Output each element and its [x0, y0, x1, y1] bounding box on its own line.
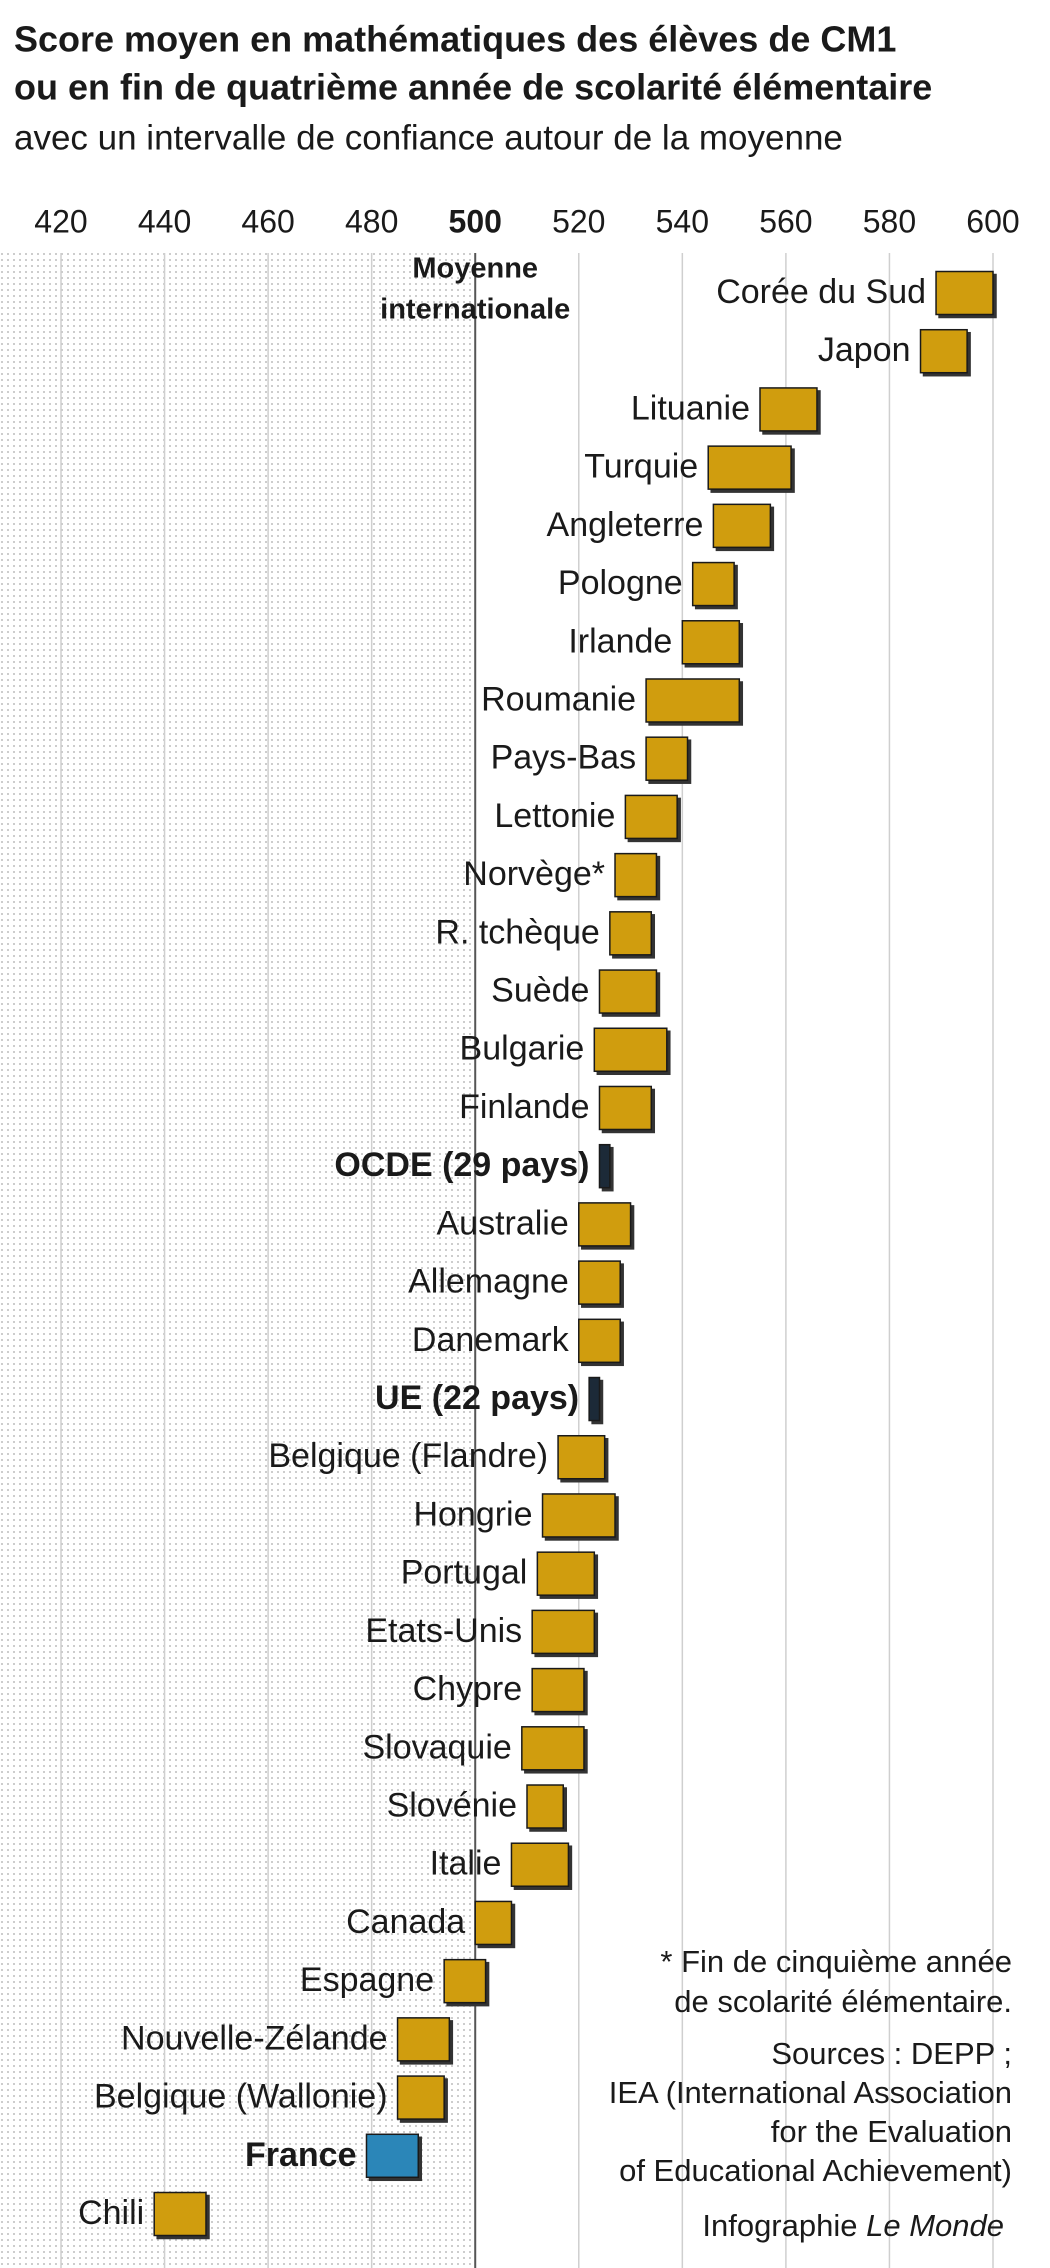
x-tick-label: 480 — [345, 203, 398, 239]
category-label: Canada — [346, 1903, 465, 1941]
category-label: R. tchèque — [435, 913, 599, 951]
x-tick-label: 420 — [34, 203, 87, 239]
category-label: Italie — [430, 1845, 502, 1883]
interval-bar — [531, 1609, 596, 1655]
category-label: Roumanie — [481, 680, 636, 718]
interval-bar — [536, 1551, 596, 1596]
interval-bar — [712, 503, 772, 549]
interval-bar — [645, 736, 689, 781]
x-tick-label: 440 — [138, 203, 191, 239]
category-label: Norvège* — [463, 855, 605, 893]
footnote: Sources : DEPP ; — [771, 2036, 1012, 2071]
category-label: Pays-Bas — [491, 739, 637, 777]
category-label: Belgique (Flandre) — [268, 1437, 548, 1475]
credit-text: Infographie — [702, 2208, 857, 2243]
interval-bar — [588, 1376, 601, 1422]
x-tick-label: 520 — [552, 203, 605, 239]
x-tick-label: 540 — [656, 203, 709, 239]
chart-subtitle: avec un intervalle de confiance autour d… — [14, 118, 843, 157]
interval-bar — [443, 1958, 487, 2004]
category-label: Angleterre — [547, 506, 704, 544]
credit: Infographie Le Monde — [702, 2208, 1004, 2243]
category-label: Finlande — [459, 1088, 589, 1126]
interval-bar — [598, 1085, 653, 1131]
x-tick-label: 460 — [241, 203, 294, 239]
interval-bar — [624, 794, 678, 840]
interval-bar — [526, 1784, 564, 1829]
category-label: Etats-Unis — [365, 1612, 522, 1650]
footnote: of Educational Achievement) — [619, 2153, 1012, 2188]
category-label: OCDE (29 pays) — [334, 1146, 589, 1184]
interval-bar — [614, 852, 658, 898]
interval-bar — [593, 1027, 668, 1073]
interval-bar — [557, 1434, 606, 1480]
category-label: Lituanie — [631, 389, 750, 427]
category-label: Slovénie — [387, 1786, 517, 1824]
interval-bar — [474, 1900, 513, 1946]
interval-bar — [578, 1260, 621, 1305]
interval-bar — [598, 1143, 611, 1189]
interval-bar — [598, 969, 658, 1014]
footnote: de scolarité élémentaire. — [674, 1984, 1012, 2019]
category-label: France — [245, 2136, 357, 2174]
x-tick-label: 560 — [759, 203, 812, 239]
interval-bar — [645, 678, 741, 723]
category-label: UE (22 pays) — [375, 1379, 579, 1417]
interval-bar — [510, 1842, 570, 1887]
interval-bar — [578, 1318, 621, 1364]
chart-title: ou en fin de quatrième année de scolarit… — [14, 67, 932, 108]
category-label: Turquie — [584, 448, 698, 486]
credit-italic: Le Monde — [866, 2208, 1004, 2243]
interval-bar — [609, 911, 653, 956]
interval-bar — [691, 561, 735, 607]
interval-bar — [541, 1493, 616, 1538]
footnote: * Fin de cinquième année — [660, 1944, 1012, 1979]
x-tick-label: 600 — [966, 203, 1019, 239]
x-tick-label: 580 — [863, 203, 916, 239]
interval-bar — [531, 1667, 585, 1713]
interval-bar — [521, 1726, 585, 1771]
interval-bar — [396, 2075, 445, 2120]
category-label: Suède — [491, 972, 589, 1010]
interval-bar — [759, 387, 818, 432]
category-label: Espagne — [300, 1961, 434, 1999]
category-label: Slovaquie — [362, 1728, 511, 1766]
category-label: Lettonie — [494, 797, 615, 835]
category-label: Nouvelle-Zélande — [121, 2019, 388, 2057]
x-tick-label: 500 — [449, 203, 502, 239]
category-label: Allemagne — [408, 1263, 569, 1301]
category-label: Australie — [436, 1204, 568, 1242]
category-label: Hongrie — [413, 1495, 532, 1533]
category-label: Corée du Sud — [716, 273, 926, 311]
category-label: Danemark — [412, 1321, 570, 1359]
footnote: IEA (International Association — [609, 2075, 1012, 2110]
category-label: Pologne — [558, 564, 683, 602]
category-label: Chypre — [413, 1670, 523, 1708]
interval-bar — [919, 328, 968, 374]
interval-bar — [396, 2017, 451, 2062]
reference-label: Moyenne — [412, 253, 538, 285]
footnote: for the Evaluation — [771, 2114, 1012, 2149]
interval-bar — [681, 620, 741, 665]
category-label: Japon — [818, 331, 911, 369]
category-label: Irlande — [568, 622, 672, 660]
chart-title: Score moyen en mathématiques des élèves … — [14, 19, 896, 60]
category-label: Bulgarie — [460, 1030, 585, 1068]
interval-bar — [153, 2191, 207, 2237]
interval-bar — [578, 1202, 632, 1247]
interval-bar — [707, 445, 792, 490]
category-label: Belgique (Wallonie) — [94, 2078, 388, 2116]
interval-bar — [935, 270, 994, 316]
interval-bar — [365, 2133, 420, 2179]
reference-label: internationale — [380, 294, 570, 326]
category-label: Portugal — [401, 1554, 528, 1592]
below-average-zone — [0, 253, 476, 2268]
category-label: Chili — [78, 2194, 144, 2232]
